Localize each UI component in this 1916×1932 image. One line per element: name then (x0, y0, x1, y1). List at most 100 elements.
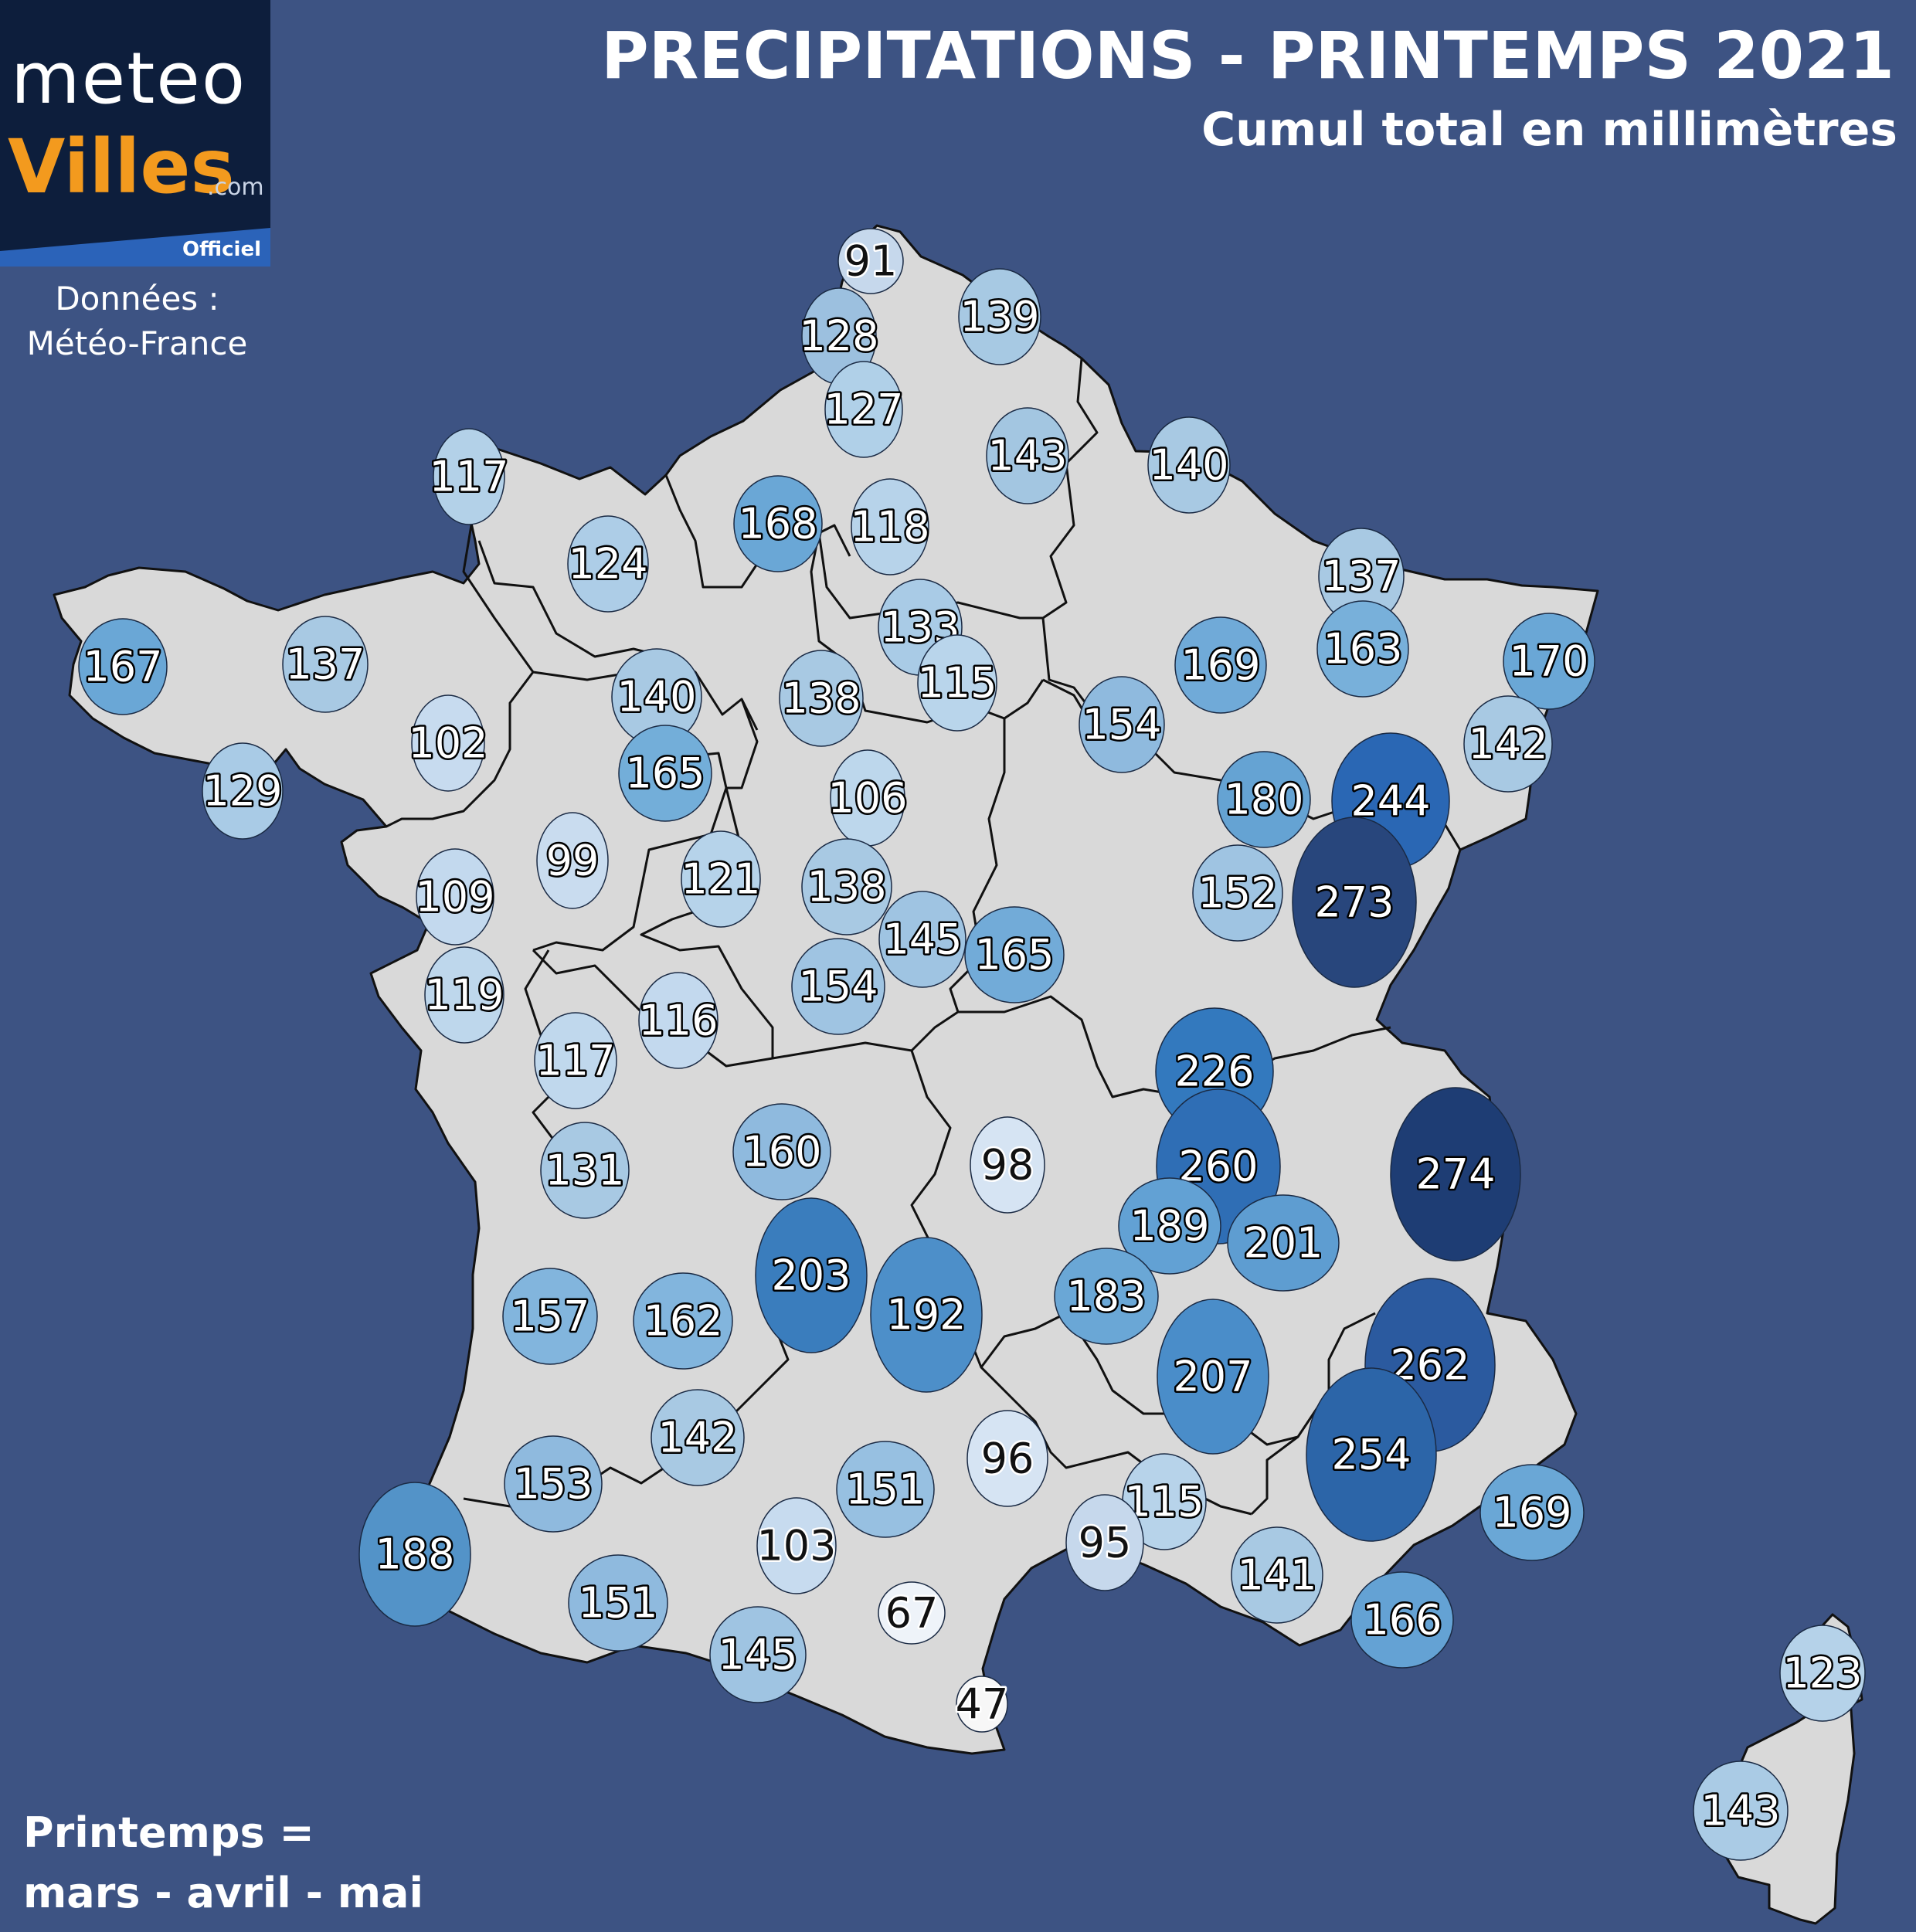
station-marker: 162 (633, 1272, 733, 1370)
station-bubble (956, 1676, 1008, 1733)
station-value-label: 207 (1173, 1353, 1252, 1401)
station-marker: 123 (1779, 1625, 1866, 1722)
station-marker: 137 (1318, 528, 1405, 625)
station-bubble (1054, 1248, 1159, 1345)
station-marker: 169 (1174, 616, 1267, 714)
station-bubble (970, 1116, 1045, 1214)
station-bubble (1292, 817, 1417, 988)
station-marker: 140 (1147, 416, 1231, 514)
border-normandie-north (477, 540, 759, 731)
station-marker: 145 (709, 1606, 807, 1703)
station-marker: 151 (836, 1441, 935, 1538)
station-bubble (411, 694, 485, 792)
logo-villes-text: Villes (8, 124, 235, 210)
station-value-label: 47 (956, 1680, 1009, 1729)
station-value-label: 116 (638, 997, 718, 1045)
station-value-label: 117 (429, 453, 508, 501)
station-bubble (986, 407, 1069, 504)
station-bubble (837, 228, 904, 294)
station-marker: 117 (534, 1012, 617, 1109)
station-value-label: 96 (981, 1435, 1034, 1483)
station-value-label: 201 (1243, 1219, 1323, 1268)
station-bubble (1079, 676, 1165, 773)
border-normandie-hdf (664, 474, 851, 589)
station-marker: 106 (826, 749, 909, 847)
station-value-label: 203 (771, 1251, 851, 1300)
station-value-label: 170 (1509, 637, 1588, 686)
station-marker: 167 (78, 618, 168, 715)
station-value-label: 67 (885, 1589, 939, 1638)
station-value-label: 118 (850, 503, 929, 552)
station-marker: 154 (1079, 676, 1165, 773)
station-bubble (78, 618, 168, 715)
station-value-label: 157 (510, 1292, 589, 1341)
station-bubble (1390, 1087, 1521, 1261)
station-marker: 140 (611, 648, 702, 745)
page-subtitle: Cumul total en millimètres (1201, 103, 1897, 157)
station-bubble (681, 830, 761, 928)
station-bubble (1479, 1464, 1585, 1561)
station-bubble (756, 1497, 837, 1594)
station-bubble (534, 1012, 617, 1109)
station-marker: 170 (1503, 613, 1595, 710)
station-value-label: 128 (799, 312, 878, 361)
station-marker: 138 (801, 838, 892, 935)
station-marker: 138 (779, 650, 864, 747)
station-bubble (836, 1441, 935, 1538)
station-bubble (1779, 1625, 1866, 1722)
station-marker: 128 (797, 287, 881, 385)
station-marker: 127 (822, 361, 905, 458)
station-bubble (1157, 1299, 1269, 1455)
station-marker: 99 (536, 812, 609, 909)
station-value-label: 165 (625, 749, 705, 798)
station-marker: 145 (878, 891, 966, 988)
station-bubble (964, 906, 1065, 1003)
station-bubble (502, 1268, 598, 1365)
station-marker: 183 (1054, 1248, 1159, 1345)
station-marker: 142 (651, 1389, 745, 1486)
station-value-label: 260 (1178, 1143, 1258, 1191)
station-value-label: 137 (1321, 552, 1401, 601)
station-marker: 47 (953, 1676, 1011, 1733)
station-marker: 189 (1118, 1177, 1221, 1275)
station-value-label: 226 (1174, 1047, 1254, 1096)
station-marker: 163 (1316, 600, 1409, 698)
station-value-label: 124 (568, 540, 647, 589)
station-value-label: 167 (83, 643, 162, 691)
station-bubble (1693, 1761, 1789, 1861)
station-bubble (1231, 1526, 1323, 1624)
station-bubble (536, 812, 609, 909)
station-bubble (1316, 600, 1409, 698)
station-marker: 102 (406, 694, 490, 792)
station-bubble (1174, 616, 1267, 714)
station-value-label: 163 (1323, 625, 1402, 674)
station-marker: 166 (1350, 1571, 1454, 1669)
station-value-label: 142 (657, 1414, 737, 1462)
station-value-label: 143 (1700, 1787, 1780, 1835)
station-bubble (540, 1122, 630, 1219)
station-marker: 274 (1390, 1087, 1521, 1261)
station-marker: 254 (1306, 1367, 1437, 1542)
station-bubble (358, 1482, 471, 1627)
station-bubble (1217, 751, 1311, 848)
station-bubble (878, 1581, 946, 1645)
station-value-label: 102 (408, 719, 487, 768)
station-bubble (870, 1237, 983, 1393)
station-bubble (651, 1389, 745, 1486)
station-marker: 169 (1479, 1464, 1585, 1561)
station-value-label: 140 (1149, 441, 1228, 490)
page-title: PRECIPITATIONS - PRINTEMPS 2021 (601, 18, 1894, 93)
station-bubble (801, 838, 892, 935)
station-marker: 109 (413, 848, 497, 946)
station-bubble (1350, 1571, 1454, 1669)
station-bubble (567, 515, 649, 613)
station-value-label: 140 (617, 673, 696, 722)
station-value-label: 151 (845, 1465, 925, 1514)
station-value-label: 274 (1415, 1150, 1495, 1199)
station-value-label: 103 (756, 1522, 836, 1570)
station-bubble (878, 891, 966, 988)
station-bubble (504, 1435, 603, 1533)
station-bubble (1306, 1367, 1437, 1542)
station-bubble (1192, 844, 1283, 942)
station-marker: 96 (966, 1410, 1048, 1507)
